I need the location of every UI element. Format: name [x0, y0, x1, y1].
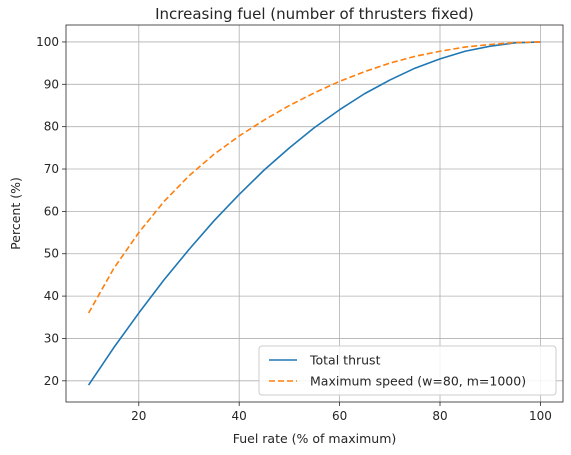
y-tick-label: 70	[44, 162, 59, 176]
legend-label-maximum-speed: Maximum speed (w=80, m=1000)	[310, 374, 526, 389]
legend: Total thrust Maximum speed (w=80, m=1000…	[258, 345, 557, 396]
series-line-total-thrust	[87, 41, 541, 386]
x-tick-label: 40	[232, 409, 247, 423]
y-tick-label: 100	[36, 35, 59, 49]
series-line-maximum-speed	[87, 41, 541, 314]
y-tick-label: 20	[44, 374, 59, 388]
y-tick-label: 60	[44, 204, 59, 218]
x-tick-label: 60	[332, 409, 347, 423]
legend-box	[258, 345, 557, 396]
x-axis-label: Fuel rate (% of maximum)	[233, 431, 397, 446]
ticks: 20 40 60 80 100 20 30 40 50 60 70 80 90 100	[36, 35, 552, 423]
y-tick-label: 80	[44, 120, 59, 134]
y-tick-label: 90	[44, 77, 59, 91]
y-tick-label: 40	[44, 289, 59, 303]
grid	[66, 25, 563, 402]
x-tick-label: 100	[529, 409, 552, 423]
chart-title: Increasing fuel (number of thrusters fix…	[155, 5, 474, 23]
y-axis-label: Percent (%)	[8, 177, 23, 250]
legend-label-total-thrust: Total thrust	[309, 353, 381, 368]
x-tick-label: 80	[432, 409, 447, 423]
y-tick-label: 50	[44, 247, 59, 261]
y-tick-label: 30	[44, 331, 59, 345]
x-tick-label: 20	[131, 409, 146, 423]
plot-frame	[65, 24, 564, 403]
series-layer	[87, 41, 541, 386]
